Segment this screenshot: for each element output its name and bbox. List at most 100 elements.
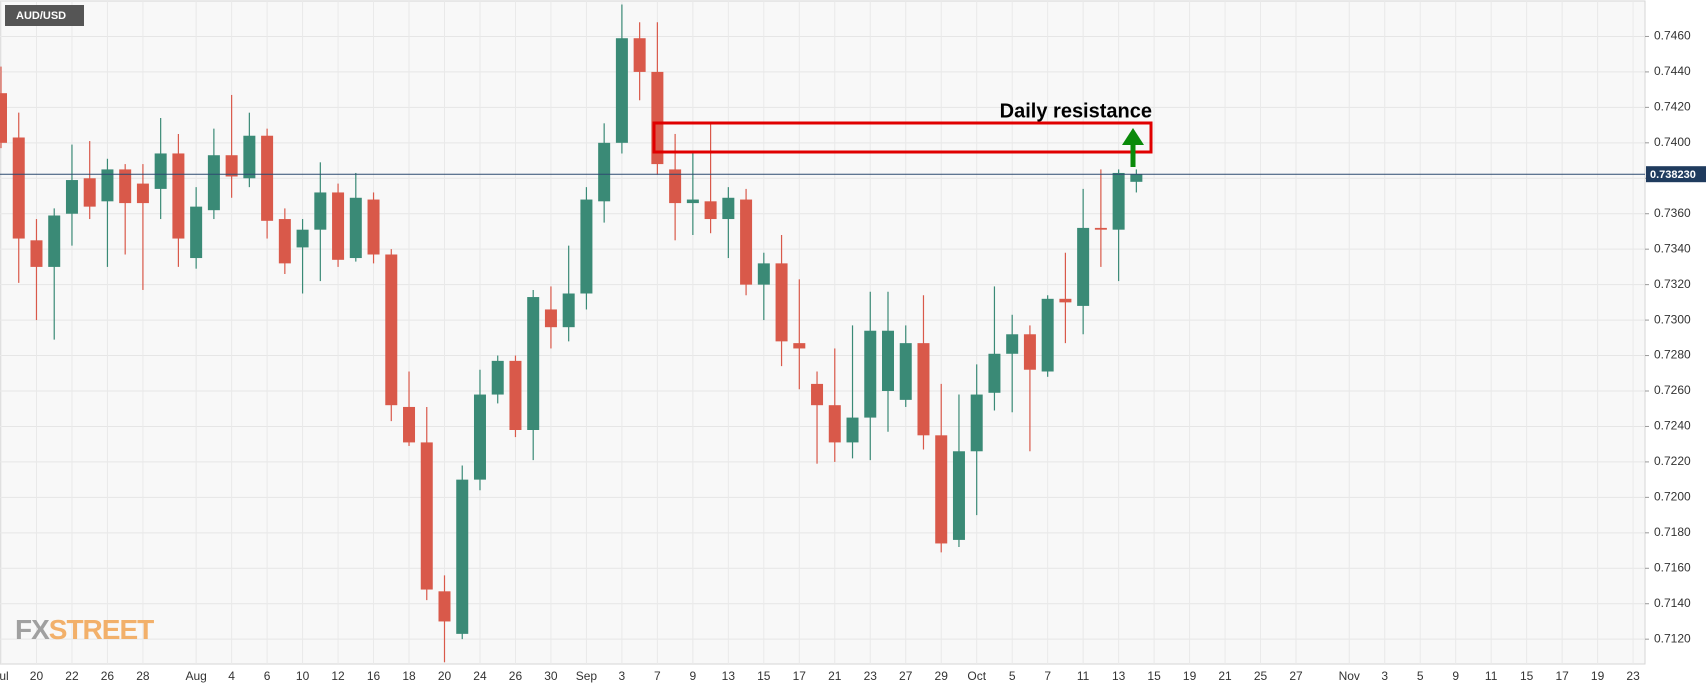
- x-tick-label: 20: [438, 669, 452, 683]
- x-tick-label: 17: [793, 669, 807, 683]
- annotation: Daily resistance: [1000, 100, 1152, 122]
- candle-body: [615, 38, 628, 143]
- y-tick-label: 0.7360: [1654, 206, 1691, 220]
- candle-body: [83, 178, 96, 207]
- candle-body: [278, 219, 291, 264]
- x-tick-label: 11: [1077, 669, 1090, 683]
- candle-body: [30, 240, 43, 267]
- candle-body: [882, 330, 894, 391]
- y-tick-label: 0.7460: [1654, 29, 1691, 43]
- candle-body: [544, 309, 557, 328]
- x-tick-label: 13: [722, 669, 736, 683]
- candle-body: [828, 405, 841, 443]
- y-tick-label: 0.7180: [1654, 525, 1691, 539]
- candle-body: [314, 192, 327, 230]
- x-tick-label: 5: [1417, 669, 1424, 683]
- x-tick-label: 10: [296, 669, 310, 683]
- x-tick-label: 4: [228, 669, 235, 683]
- candle-body: [1041, 298, 1054, 372]
- candle-body: [686, 199, 699, 204]
- y-tick-label: 0.7340: [1654, 241, 1691, 255]
- candle-body: [385, 254, 398, 406]
- candle-body: [669, 169, 682, 204]
- candle-body: [101, 169, 114, 202]
- candle-body: [172, 153, 185, 239]
- x-tick-label: 23: [864, 669, 878, 683]
- candle-body: [207, 155, 220, 211]
- candle-body: [190, 206, 203, 259]
- candle-body: [1112, 172, 1125, 230]
- y-tick-label: 0.7160: [1654, 560, 1691, 574]
- x-tick-label: 23: [1626, 669, 1640, 683]
- candle-body: [225, 155, 238, 177]
- x-tick-label: 22: [65, 669, 79, 683]
- y-tick-label: 0.7420: [1654, 100, 1691, 114]
- candle-body: [970, 394, 983, 452]
- candle-body: [1023, 334, 1036, 370]
- x-tick-label: Sep: [576, 669, 598, 683]
- resistance-zone: [652, 121, 1153, 154]
- candle-body: [633, 38, 646, 72]
- candle-body: [403, 406, 416, 443]
- plot-area: [0, 0, 1646, 665]
- y-tick-label: 0.7260: [1654, 383, 1691, 397]
- x-tick-label: 27: [899, 669, 913, 683]
- candle-body: [722, 197, 735, 220]
- x-tick-label: 13: [1112, 669, 1126, 683]
- watermark-street: STREET: [49, 614, 154, 645]
- candle-body: [1059, 298, 1072, 303]
- x-tick-label: 7: [1044, 669, 1051, 683]
- last-price-label: 0.738230: [1650, 169, 1696, 181]
- y-tick-label: 0.7320: [1654, 277, 1691, 291]
- symbol: AUD/USD: [16, 10, 66, 22]
- y-tick-label: 0.7440: [1654, 64, 1691, 78]
- candle-body: [811, 383, 824, 406]
- candle-body: [1130, 174, 1143, 182]
- x-tick-label: 25: [1254, 669, 1268, 683]
- candle-body: [296, 229, 309, 248]
- candle-body: [456, 479, 469, 634]
- candle-body: [740, 199, 753, 285]
- x-tick-label: 15: [1520, 669, 1534, 683]
- candle-body: [1094, 227, 1107, 230]
- candle-body: [704, 201, 717, 220]
- last-price-box: [1646, 166, 1706, 183]
- watermark: FXSTREET: [15, 614, 154, 645]
- x-tick-label: Aug: [185, 669, 206, 683]
- candle-body: [935, 435, 948, 544]
- y-tick-label: 0.7220: [1654, 454, 1691, 468]
- x-tick-label: 27: [1289, 669, 1303, 683]
- x-tick-label: 6: [264, 669, 271, 683]
- x-tick-label: 19: [1591, 669, 1605, 683]
- x-tick-label: 28: [136, 669, 150, 683]
- x-tick-label: 20: [30, 669, 44, 683]
- y-tick-label: 0.7120: [1654, 631, 1691, 645]
- candle-body: [1077, 227, 1090, 306]
- candle-body: [757, 263, 770, 285]
- candle-body: [864, 330, 877, 418]
- candle-body: [598, 142, 611, 202]
- x-tick-label: 29: [935, 669, 949, 683]
- candle-body: [420, 442, 433, 590]
- y-tick-label: 0.7400: [1654, 135, 1691, 149]
- x-tick-label: 3: [619, 669, 626, 683]
- x-tick-label: 18: [402, 669, 416, 683]
- candle-body: [988, 353, 1001, 393]
- candle-body: [65, 180, 78, 214]
- candle-body: [1006, 334, 1019, 354]
- x-tick-label: 21: [828, 669, 842, 683]
- x-tick-label: 26: [101, 669, 115, 683]
- candle-body: [562, 293, 575, 328]
- y-tick-label: 0.7140: [1654, 596, 1691, 610]
- candle-body: [332, 192, 345, 260]
- candle-body: [527, 297, 540, 430]
- x-tick-label: 9: [1452, 669, 1459, 683]
- y-tick-label: 0.7240: [1654, 419, 1691, 433]
- x-tick-label: 5: [1009, 669, 1016, 683]
- x-tick-label: 7: [654, 669, 661, 683]
- candle-body: [119, 169, 132, 204]
- x-tick-label: 16: [367, 669, 381, 683]
- candle-body: [917, 343, 930, 436]
- candle-body: [243, 135, 256, 179]
